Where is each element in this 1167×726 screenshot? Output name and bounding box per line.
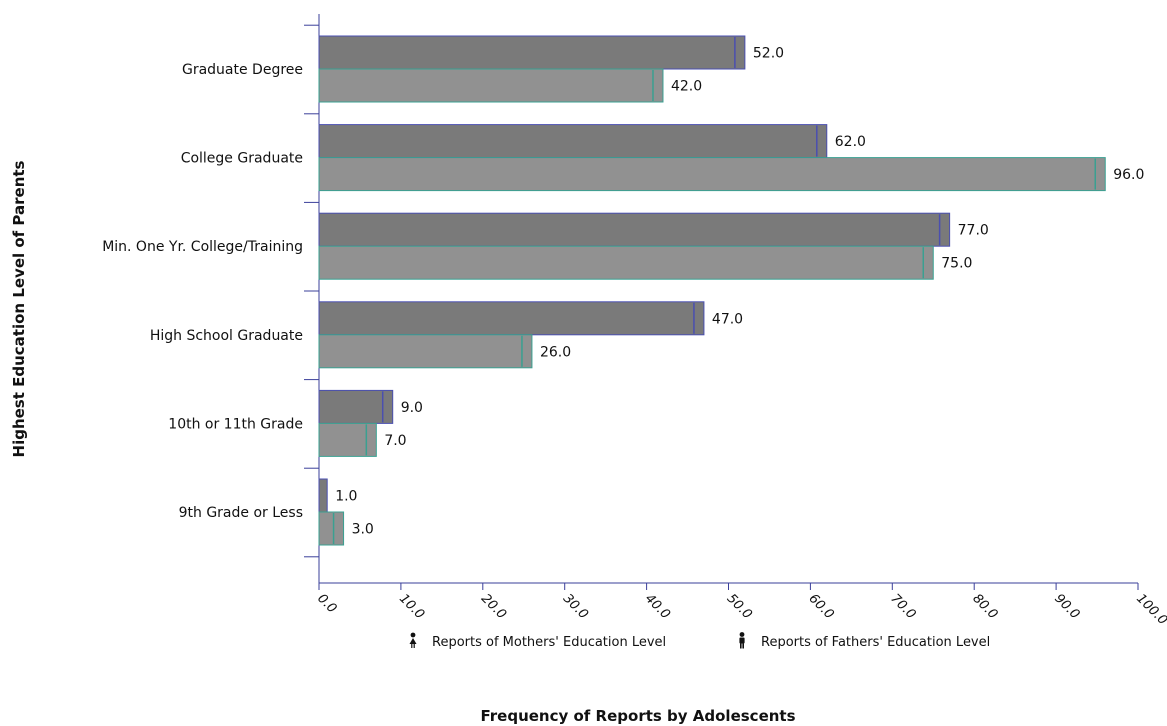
x-axis-title: Frequency of Reports by Adolescents (480, 707, 795, 725)
value-label-mothers: 77.0 (958, 223, 989, 239)
x-tick-label: 30.0 (560, 591, 591, 622)
female-figure-icon (409, 632, 417, 648)
bar-mothers (318, 35, 746, 70)
x-tick-label: 60.0 (806, 591, 837, 622)
bar-mothers (318, 389, 394, 424)
x-ticks: 0.0 10.0 20.0 30.0 40.0 50.0 60.0 70.0 80.0 90.0 1… (314, 583, 1167, 628)
x-tick-label: 70.0 (887, 591, 918, 622)
bar-fathers (318, 422, 377, 457)
legend-item-mothers: Reports of Mothers' Education Level (409, 632, 666, 650)
x-tick-label: 80.0 (969, 591, 1000, 622)
x-tick-label: 90.0 (1051, 591, 1082, 622)
bar-mothers (318, 301, 705, 336)
x-tick-label: 10.0 (396, 591, 427, 622)
category-label: 10th or 11th Grade (168, 416, 303, 432)
legend-label-fathers: Reports of Fathers' Education Level (761, 635, 990, 650)
x-tick-label: 100.0 (1133, 591, 1167, 628)
bar-mothers (318, 212, 951, 247)
value-labels: 52.0 42.0 62.0 96.0 77.0 75.0 47.0 26.0 9.0 7.0 1.… (335, 46, 1144, 538)
value-label-fathers: 7.0 (384, 433, 406, 449)
bars (318, 35, 1106, 546)
legend: Reports of Mothers' Education Level Repo… (409, 632, 990, 650)
y-axis-title: Highest Education Level of Parents (10, 160, 28, 457)
x-tick-label: 20.0 (478, 591, 509, 622)
bar-fathers (318, 245, 934, 280)
category-label: Graduate Degree (182, 62, 303, 78)
value-label-fathers: 26.0 (540, 344, 571, 360)
value-label-fathers: 42.0 (671, 79, 702, 95)
bar-fathers (318, 157, 1106, 192)
legend-item-fathers: Reports of Fathers' Education Level (739, 632, 990, 650)
bar-fathers (318, 68, 664, 103)
bar-fathers (318, 334, 533, 369)
category-label: High School Graduate (150, 328, 303, 344)
category-label: College Graduate (181, 151, 303, 167)
value-label-mothers: 9.0 (401, 400, 423, 416)
y-ticks (304, 24, 319, 558)
x-tick-label: 40.0 (642, 591, 673, 622)
value-label-mothers: 1.0 (335, 489, 357, 505)
value-label-fathers: 96.0 (1113, 167, 1144, 183)
value-label-fathers: 75.0 (941, 256, 972, 272)
x-tick-label: 50.0 (724, 591, 755, 622)
x-tick-label: 0.0 (314, 591, 339, 616)
value-label-mothers: 47.0 (712, 311, 743, 327)
value-label-mothers: 62.0 (835, 134, 866, 150)
male-figure-icon (739, 632, 745, 649)
category-label: Min. One Yr. College/Training (102, 239, 303, 255)
bar-mothers (318, 478, 328, 513)
legend-label-mothers: Reports of Mothers' Education Level (432, 635, 666, 650)
value-label-mothers: 52.0 (753, 46, 784, 62)
bar-fathers (318, 511, 345, 546)
bar-mothers (318, 124, 828, 159)
value-label-fathers: 3.0 (352, 522, 374, 538)
category-labels: Graduate Degree College Graduate Min. One … (102, 62, 303, 521)
category-label: 9th Grade or Less (179, 505, 303, 521)
